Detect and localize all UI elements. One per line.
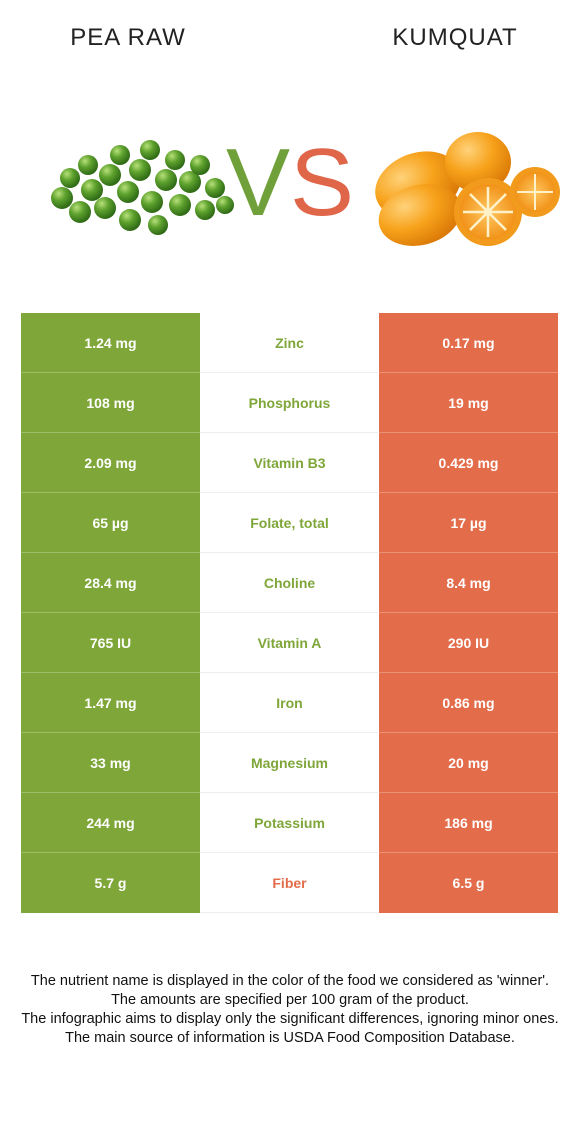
vs-label: VS — [220, 128, 360, 238]
right-value: 8.4 mg — [379, 552, 558, 613]
left-value: 108 mg — [21, 372, 200, 433]
nutrient-name: Vitamin A — [200, 612, 379, 673]
left-value: 2.09 mg — [21, 432, 200, 493]
footer-line: The main source of information is USDA F… — [65, 1030, 515, 1046]
nutrient-name: Zinc — [200, 313, 379, 373]
left-value: 33 mg — [21, 732, 200, 793]
left-value: 1.24 mg — [21, 313, 200, 373]
table-row: 765 IU Vitamin A 290 IU — [21, 612, 558, 673]
right-value: 186 mg — [379, 792, 558, 853]
right-food-title: KUMQUAT — [392, 24, 518, 51]
table-row: 5.7 g Fiber 6.5 g — [21, 852, 558, 913]
table-row: 33 mg Magnesium 20 mg — [21, 732, 558, 793]
nutrient-name: Vitamin B3 — [200, 432, 379, 493]
peas-image — [51, 140, 234, 235]
nutrient-name: Magnesium — [200, 732, 379, 793]
left-value: 65 µg — [21, 492, 200, 553]
nutrient-name: Potassium — [200, 792, 379, 853]
table-row: 244 mg Potassium 186 mg — [21, 792, 558, 853]
nutrient-name: Iron — [200, 672, 379, 733]
left-value: 28.4 mg — [21, 552, 200, 613]
right-value: 19 mg — [379, 372, 558, 433]
footer-line: The nutrient name is displayed in the co… — [30, 973, 550, 989]
table-row: 2.09 mg Vitamin B3 0.429 mg — [21, 432, 558, 493]
right-value: 20 mg — [379, 732, 558, 793]
left-value: 765 IU — [21, 612, 200, 673]
right-value: 290 IU — [379, 612, 558, 673]
table-row: 28.4 mg Choline 8.4 mg — [21, 552, 558, 613]
right-value: 0.86 mg — [379, 672, 558, 733]
right-value: 0.429 mg — [379, 432, 558, 493]
table-row: 65 µg Folate, total 17 µg — [21, 492, 558, 553]
left-value: 5.7 g — [21, 852, 200, 913]
table-row: 108 mg Phosphorus 19 mg — [21, 372, 558, 433]
left-value: 1.47 mg — [21, 672, 200, 733]
footer-line: The infographic aims to display only the… — [21, 1011, 559, 1027]
nutrient-name: Phosphorus — [200, 372, 379, 433]
kumquat-image — [375, 132, 560, 246]
right-value: 0.17 mg — [379, 313, 558, 373]
right-value: 6.5 g — [379, 852, 558, 913]
left-value: 244 mg — [21, 792, 200, 853]
hero-images — [51, 132, 560, 246]
nutrient-name: Folate, total — [200, 492, 379, 553]
nutrient-name: Fiber — [200, 852, 379, 913]
left-food-title: PEA RAW — [70, 24, 186, 51]
footer-line: The amounts are specified per 100 gram o… — [111, 992, 469, 1008]
right-value: 17 µg — [379, 492, 558, 553]
nutrient-name: Choline — [200, 552, 379, 613]
table-row: 1.24 mg Zinc 0.17 mg — [21, 313, 558, 373]
vs-letter-v: V — [225, 129, 290, 236]
vs-letter-s: S — [290, 129, 355, 236]
comparison-table: 1.24 mg Zinc 0.17 mg 108 mg Phosphorus 1… — [21, 313, 558, 913]
footer-notes: The nutrient name is displayed in the co… — [18, 972, 562, 1048]
table-row: 1.47 mg Iron 0.86 mg — [21, 672, 558, 733]
